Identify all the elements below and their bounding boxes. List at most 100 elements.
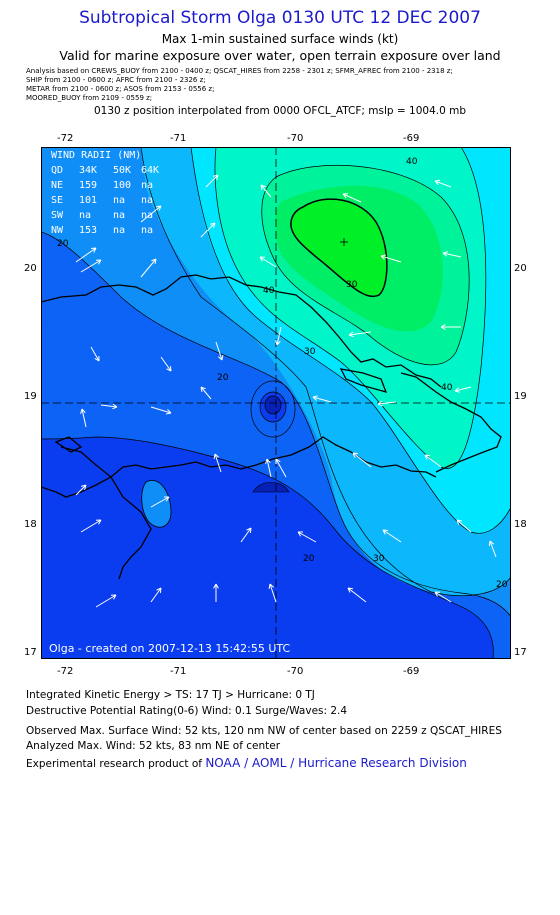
wind-arrow — [140, 205, 162, 223]
wind-arrow — [488, 540, 497, 558]
wind-arrow — [200, 222, 216, 238]
map-credit: Olga - created on 2007-12-13 15:42:55 UT… — [49, 642, 290, 655]
wind-arrow — [150, 587, 162, 603]
bottom-lon-label: -69 — [403, 666, 420, 677]
band-max — [290, 198, 388, 298]
left-lat-label: 18 — [24, 519, 37, 530]
gonave — [54, 436, 83, 453]
wind-arrow — [90, 346, 100, 362]
wind-arrow — [150, 496, 170, 508]
wind-radii-cell: NE — [51, 180, 63, 191]
wind-arrow — [200, 386, 212, 400]
analyzed-max-line: Analyzed Max. Wind: 52 kts, 83 nm NE of … — [26, 740, 281, 752]
subtitle-wind-type: Max 1-min sustained surface winds (kt) — [161, 32, 399, 46]
source-line: METAR from 2100 - 0600 z; ASOS from 2153… — [26, 85, 215, 93]
right-lat-label: 18 — [514, 519, 527, 530]
wind-arrow — [160, 356, 172, 372]
wind-radii-cell: 153 — [79, 225, 97, 236]
wind-radii-cell: na — [141, 210, 153, 221]
wind-arrow — [265, 458, 272, 478]
subtitle-exposure: Valid for marine exposure over water, op… — [59, 48, 501, 63]
vortex-inner — [264, 395, 282, 415]
source-line: Analysis based on CREWS_BUOY from 2100 -… — [26, 67, 453, 75]
contour-label: 20 — [303, 554, 315, 564]
wind-arrow — [434, 591, 452, 603]
center-crosshair — [41, 147, 511, 659]
bottom-lon-label: -71 — [170, 666, 187, 677]
wind-arrow — [434, 179, 452, 188]
left-lat-label: 19 — [24, 391, 37, 402]
contour-label: 20 — [496, 580, 508, 590]
wind-vectors — [75, 174, 497, 608]
wind-arrow — [275, 458, 287, 478]
tiburon — [60, 446, 152, 580]
wind-arrow — [80, 408, 87, 428]
wind-radii-cell: na — [113, 225, 125, 236]
wind-field-svg: 20 20 20 20 30 30 30 40 40 40 WIND RADII… — [41, 147, 511, 659]
wind-radii-heading: WIND RADII (NM) — [51, 150, 141, 161]
contour-label: 20 — [217, 373, 229, 383]
wind-radii-cell: 101 — [79, 195, 97, 206]
wind-radii-cell: 64K — [141, 165, 159, 176]
coastlines — [41, 274, 502, 580]
position-line: 0130 z position interpolated from 0000 O… — [93, 105, 467, 117]
wind-arrow — [100, 403, 118, 410]
contour-20 — [41, 231, 511, 618]
contour-label: 40 — [406, 157, 418, 167]
top-lon-label: -70 — [287, 133, 304, 144]
wind-arrow — [297, 531, 317, 543]
contour-label-group: 20 20 20 20 30 30 30 40 40 40 — [57, 157, 508, 590]
wind-arrow — [240, 527, 252, 543]
contour-label: 30 — [304, 347, 316, 357]
contour-label: 30 — [373, 554, 385, 564]
contour-label: 40 — [441, 383, 453, 393]
wind-arrow — [440, 324, 461, 330]
hrd-link[interactable]: NOAA / AOML / Hurricane Research Divisio… — [205, 756, 467, 770]
wind-arrow — [260, 184, 272, 198]
wind-radii-cell: na — [113, 195, 125, 206]
samana — [339, 368, 388, 393]
band-10-20-west — [41, 322, 121, 387]
source-line: SHIP from 2100 - 0600 z; AFRC from 2100 … — [26, 76, 206, 84]
right-lat-label: 20 — [514, 263, 527, 274]
wind-field-map: 20 20 20 20 30 30 30 40 40 40 WIND RADII… — [41, 147, 511, 659]
wind-arrow — [213, 453, 222, 473]
wind-arrow — [424, 454, 442, 468]
observed-max-line: Observed Max. Surface Wind: 52 kts, 120 … — [26, 725, 502, 737]
hispaniola-south-coast — [41, 436, 437, 498]
wind-arrow — [80, 259, 102, 273]
page-title: Subtropical Storm Olga 0130 UTC 12 DEC 2… — [79, 8, 481, 28]
wind-arrow — [352, 452, 372, 468]
top-lon-label: -71 — [170, 133, 187, 144]
wind-arrow — [259, 256, 277, 268]
wind-radii-cell: 50K — [113, 165, 131, 176]
contour-label: 20 — [57, 239, 69, 249]
left-lat-label: 20 — [24, 263, 37, 274]
credit-line: Experimental research product of NOAA / … — [26, 756, 467, 770]
wind-radii-cell: na — [141, 225, 153, 236]
wind-radii-cell: 159 — [79, 180, 97, 191]
wind-arrow — [348, 331, 372, 338]
wind-radii-cell: na — [141, 180, 153, 191]
contour-30 — [140, 147, 511, 596]
credit-prefix: Experimental research product of — [26, 758, 206, 770]
wind-arrow — [275, 326, 282, 346]
wind-radii-legend: WIND RADII (NM) — [51, 150, 141, 161]
wind-radii-cell: na — [141, 195, 153, 206]
wind-radii-cell: NW — [51, 225, 64, 236]
wind-arrow — [456, 519, 472, 533]
wind-arrow — [205, 174, 219, 188]
wind-arrow — [215, 341, 224, 361]
wind-arrow — [268, 583, 277, 603]
wind-radii-cell: 100 — [113, 180, 131, 191]
wind-arrow — [442, 251, 462, 258]
wind-arrow — [454, 386, 472, 393]
wind-radii-cell: SE — [51, 195, 63, 206]
contour-label: 40 — [263, 286, 275, 296]
wind-arrow — [347, 587, 367, 603]
wind-arrow — [75, 484, 87, 496]
wind-radii-table: QD 34K 50K 64K NE 159 100 na SE 101 na na SW na na na NW… — [51, 165, 159, 236]
source-line: MOORED_BUOY from 2109 - 0559 z; — [26, 94, 153, 102]
dpr-line: Destructive Potential Rating(0-6) Wind: … — [26, 705, 348, 717]
wind-radii-cell: na — [113, 210, 125, 221]
